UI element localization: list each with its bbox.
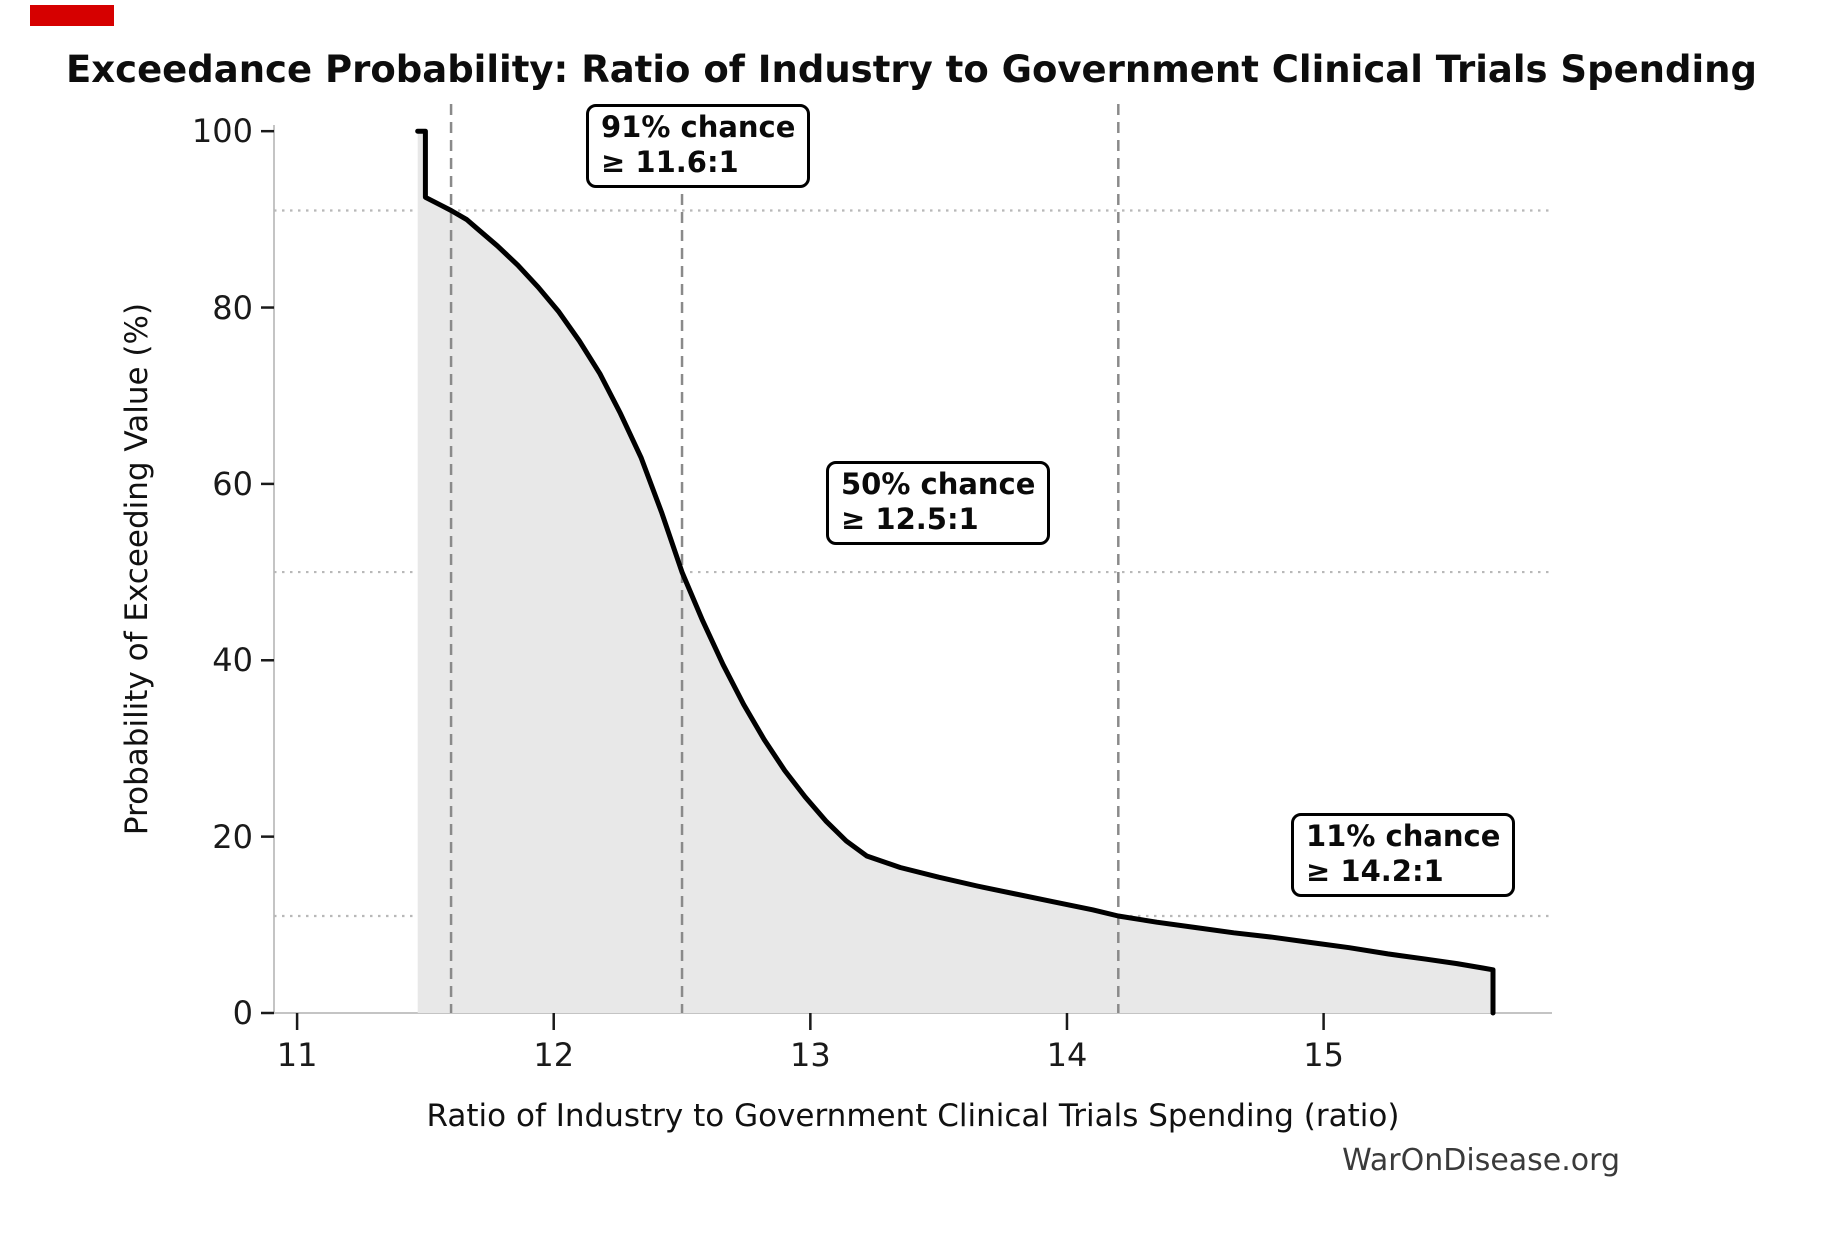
- annotation-91-percent: 91% chance ≥ 11.6:1: [586, 104, 811, 188]
- page-title: Exceedance Probability: Ratio of Industr…: [66, 48, 1757, 91]
- annotation-50-percent: 50% chance ≥ 12.5:1: [826, 461, 1051, 545]
- annotation-line1: 50% chance: [841, 467, 1036, 501]
- annotation-11-percent: 11% chance ≥ 14.2:1: [1291, 813, 1516, 897]
- source-watermark: WarOnDisease.org: [1342, 1143, 1620, 1178]
- x-tick-label-13: 13: [789, 1036, 831, 1074]
- y-tick-label-100: 100: [191, 112, 253, 151]
- annotation-line2: ≥ 14.2:1: [1306, 854, 1444, 888]
- x-tick-label-11: 11: [276, 1036, 318, 1074]
- y-tick-label-20: 20: [212, 817, 253, 856]
- y-tick-label-80: 80: [212, 288, 253, 327]
- x-axis-label: Ratio of Industry to Government Clinical…: [426, 1098, 1400, 1134]
- y-tick-label-40: 40: [212, 641, 253, 680]
- y-tick-label-60: 60: [212, 464, 253, 503]
- x-tick-label-15: 15: [1303, 1036, 1344, 1074]
- annotation-line1: 91% chance: [601, 110, 796, 144]
- x-tick-label-14: 14: [1046, 1036, 1088, 1074]
- annotation-line1: 11% chance: [1306, 819, 1501, 853]
- exceedance-curve: [415, 128, 1496, 1016]
- x-tick-label-12: 12: [533, 1036, 575, 1074]
- annotation-line2: ≥ 12.5:1: [841, 502, 979, 536]
- y-axis-label: Probability of Exceeding Value (%): [119, 302, 155, 836]
- corner-red-marker: [30, 5, 114, 26]
- y-tick-label-0: 0: [232, 994, 253, 1032]
- annotation-line2: ≥ 11.6:1: [601, 145, 739, 179]
- area-fill: [417, 131, 1494, 1013]
